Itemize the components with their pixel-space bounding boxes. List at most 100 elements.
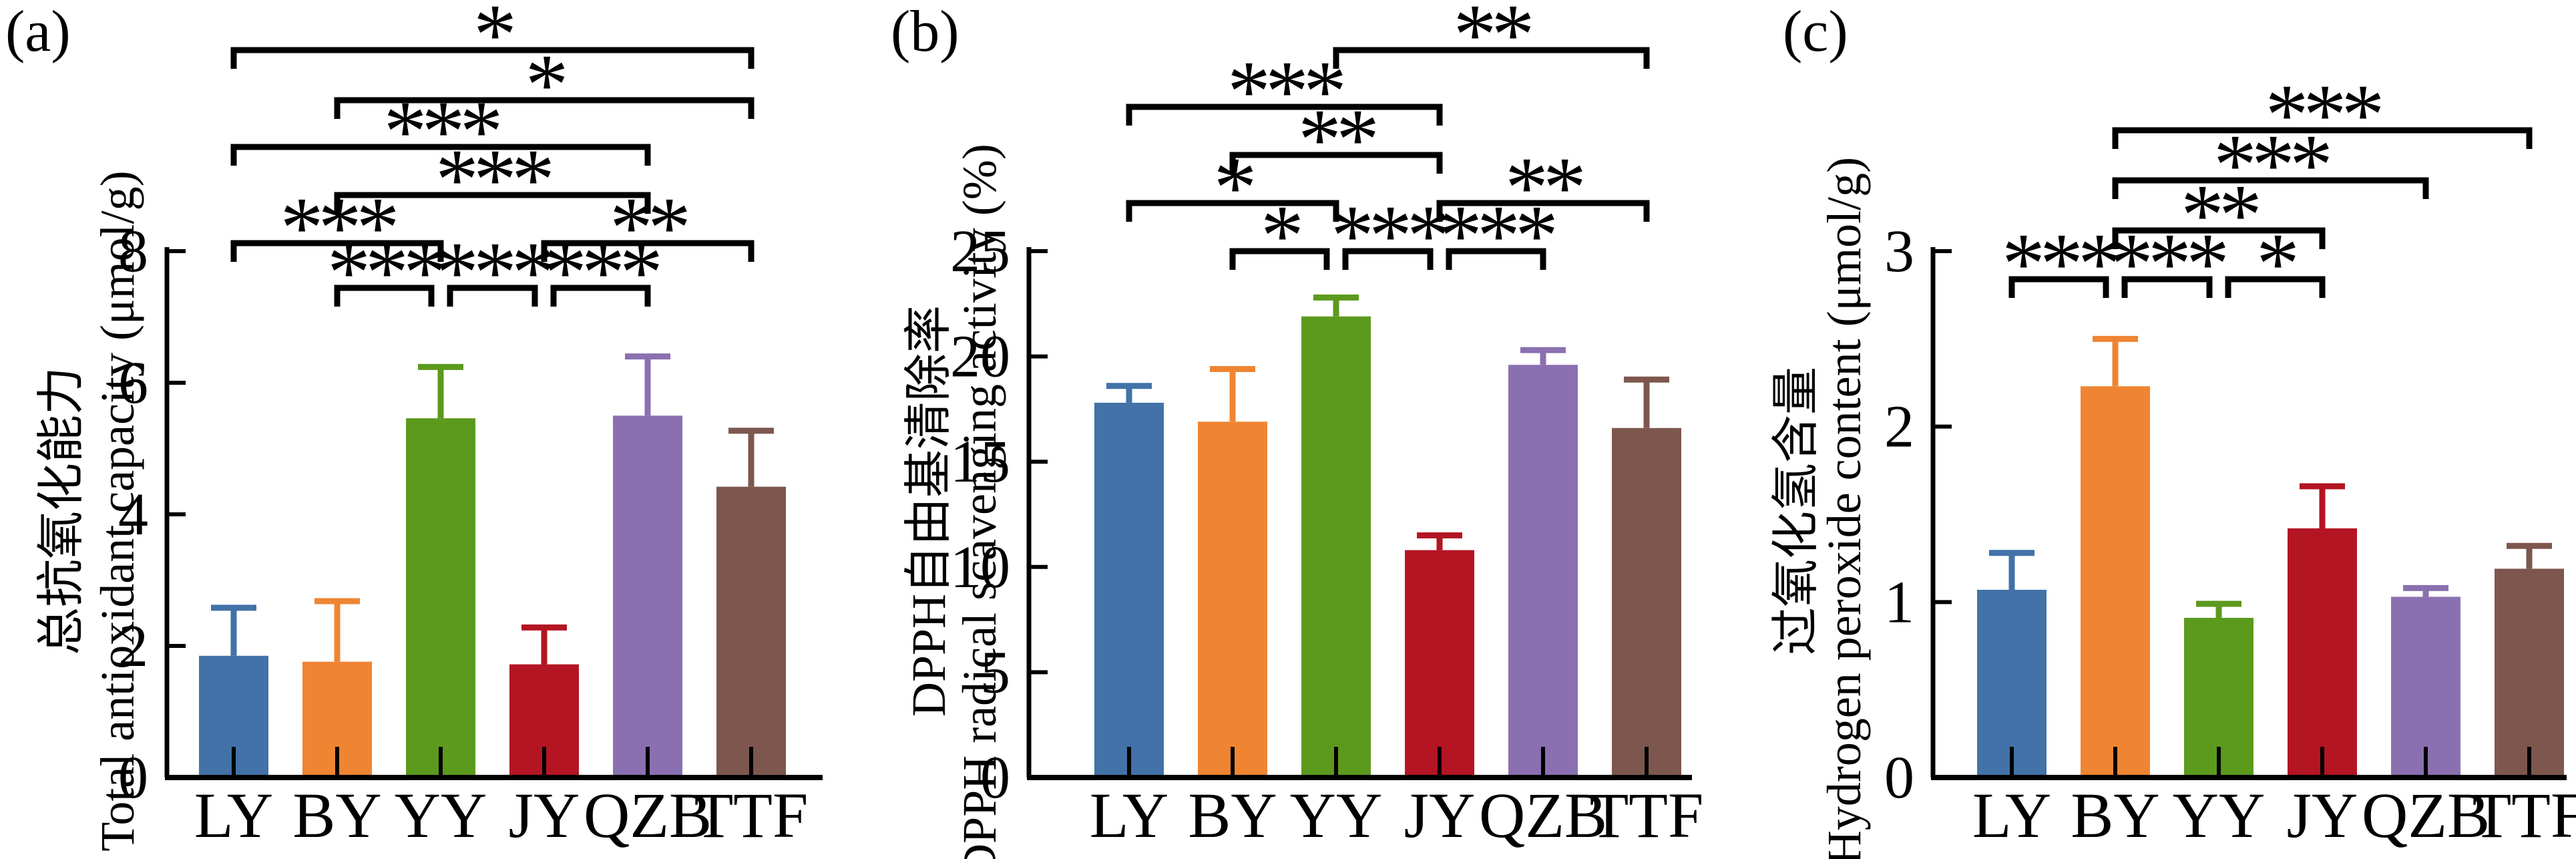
category-label-LY: LY [194, 780, 273, 851]
significance-bracket-YY-JY [447, 285, 538, 307]
significance-bracket-BY-TTF [2112, 127, 2533, 149]
significance-stars-LY-TTF: * [473, 0, 513, 83]
significance-stars-JY-QZB: *** [544, 224, 659, 321]
category-label-YY: YY [1290, 780, 1383, 851]
y-tick-label-0: 0 [980, 745, 1010, 811]
bar-LY [1094, 402, 1164, 778]
category-label-JY: JY [2287, 780, 2358, 851]
bar-TTF [1612, 427, 1681, 778]
bar-BY [1198, 421, 1267, 778]
significance-bracket-YY-JY [2225, 276, 2326, 298]
panel-c-letter: (c) [1783, 0, 1848, 64]
panel-a: (a) 总抗氧化能力 Total antioxidant capacity (μ… [0, 0, 859, 859]
significance-bracket-JY-QZB [1446, 248, 1546, 270]
significance-stars-LY-JY: *** [1227, 43, 1343, 140]
y-tick-label-1: 1 [1884, 569, 1914, 635]
category-label-LY: LY [1090, 780, 1168, 851]
significance-bracket-BY-JY [2112, 227, 2326, 249]
significance-bracket-LY-YY [1126, 200, 1339, 222]
significance-bracket-LY-QZB [230, 144, 651, 166]
significance-stars-JY-TTF: ** [610, 180, 687, 276]
bar-LY [1977, 589, 2047, 778]
bar-JY [1405, 550, 1474, 778]
significance-bracket-BY-YY [334, 285, 435, 307]
significance-bracket-LY-JY [1126, 104, 1443, 126]
significance-stars-LY-YY: * [1214, 140, 1253, 236]
category-label-TTF: TTF [2473, 780, 2576, 851]
y-tick-label-6: 6 [118, 350, 148, 416]
significance-bracket-JY-TTF [1436, 200, 1650, 222]
category-label-QZB: QZB [584, 780, 712, 851]
y-tick-label-20: 20 [950, 324, 1010, 390]
significance-stars-BY-JY: ** [2181, 167, 2258, 263]
y-tick-label-3: 3 [1884, 218, 1914, 285]
significance-stars-BY-QZB: *** [435, 132, 551, 228]
significance-stars-YY-JY: * [2256, 216, 2296, 312]
significance-stars-JY-TTF: ** [1505, 140, 1582, 236]
bar-QZB [1508, 365, 1578, 778]
bar-YY [1301, 316, 1371, 778]
significance-bracket-BY-QZB [334, 192, 651, 214]
bar-JY [2288, 528, 2357, 778]
significance-bracket-LY-BY [2008, 276, 2109, 298]
y-tick-label-25: 25 [950, 218, 1010, 285]
y-tick-label-5: 5 [980, 639, 1010, 705]
significance-stars-JY-QZB: *** [1439, 188, 1554, 284]
category-label-YY: YY [395, 780, 487, 851]
significance-stars-BY-YY: *** [2110, 216, 2225, 312]
category-label-BY: BY [292, 780, 381, 851]
significance-bracket-YY-TTF [1333, 47, 1650, 69]
category-label-BY: BY [1188, 780, 1277, 851]
y-tick-label-0: 0 [118, 745, 148, 811]
panel-c: (c) 过氧化氢含量 Hydrogen peroxide content (μm… [1717, 0, 2576, 859]
bar-QZB [613, 415, 682, 778]
bar-TTF [2495, 568, 2564, 778]
y-tick-label-0: 0 [1884, 745, 1914, 811]
significance-stars-LY-QZB: *** [384, 83, 499, 180]
category-label-JY: JY [509, 780, 580, 851]
y-tick-label-4: 4 [118, 482, 148, 548]
significance-stars-BY-YY: *** [327, 224, 443, 321]
significance-stars-BY-TTF: *** [2266, 67, 2381, 163]
significance-bracket-JY-TTF [541, 240, 755, 262]
significance-stars-YY-JY: *** [435, 224, 551, 321]
significance-bracket-BY-JY [1229, 152, 1443, 174]
y-tick-label-10: 10 [950, 534, 1010, 600]
category-label-BY: BY [2071, 780, 2159, 851]
bar-TTF [716, 486, 786, 778]
significance-bracket-BY-YY [2121, 276, 2213, 298]
significance-bracket-LY-YY [230, 240, 444, 262]
significance-stars-BY-JY: ** [1298, 92, 1375, 188]
significance-bracket-BY-YY [1229, 248, 1330, 270]
panel-b: (b) DPPH自由基清除率 DPPH radical scavenging a… [859, 0, 1717, 859]
significance-stars-LY-YY: *** [280, 180, 396, 276]
significance-stars-BY-QZB: *** [2213, 117, 2329, 213]
category-label-YY: YY [2173, 780, 2266, 851]
panel-b-letter: (b) [891, 0, 959, 64]
y-tick-label-2: 2 [118, 613, 148, 679]
y-tick-label-2: 2 [1884, 394, 1914, 460]
category-label-LY: LY [1972, 780, 2051, 851]
y-tick-label-15: 15 [950, 429, 1010, 495]
significance-stars-YY-JY: *** [1331, 188, 1446, 284]
significance-stars-BY-TTF: * [525, 37, 565, 133]
category-label-TTF: TTF [694, 780, 809, 851]
category-label-QZB: QZB [1479, 780, 1607, 851]
significance-bracket-BY-TTF [334, 97, 755, 119]
panel-a-letter: (a) [5, 0, 71, 64]
significance-stars-BY-YY: * [1261, 188, 1300, 284]
significance-bracket-BY-QZB [2112, 177, 2429, 199]
bar-BY [2081, 386, 2150, 778]
category-label-JY: JY [1404, 780, 1476, 851]
significance-bracket-JY-QZB [550, 285, 651, 307]
bar-YY [406, 418, 475, 778]
significance-bracket-LY-TTF [230, 47, 755, 69]
category-label-QZB: QZB [2362, 780, 2490, 851]
category-label-TTF: TTF [1590, 780, 1704, 851]
significance-bracket-YY-JY [1342, 248, 1434, 270]
significance-stars-YY-TTF: ** [1454, 0, 1531, 83]
